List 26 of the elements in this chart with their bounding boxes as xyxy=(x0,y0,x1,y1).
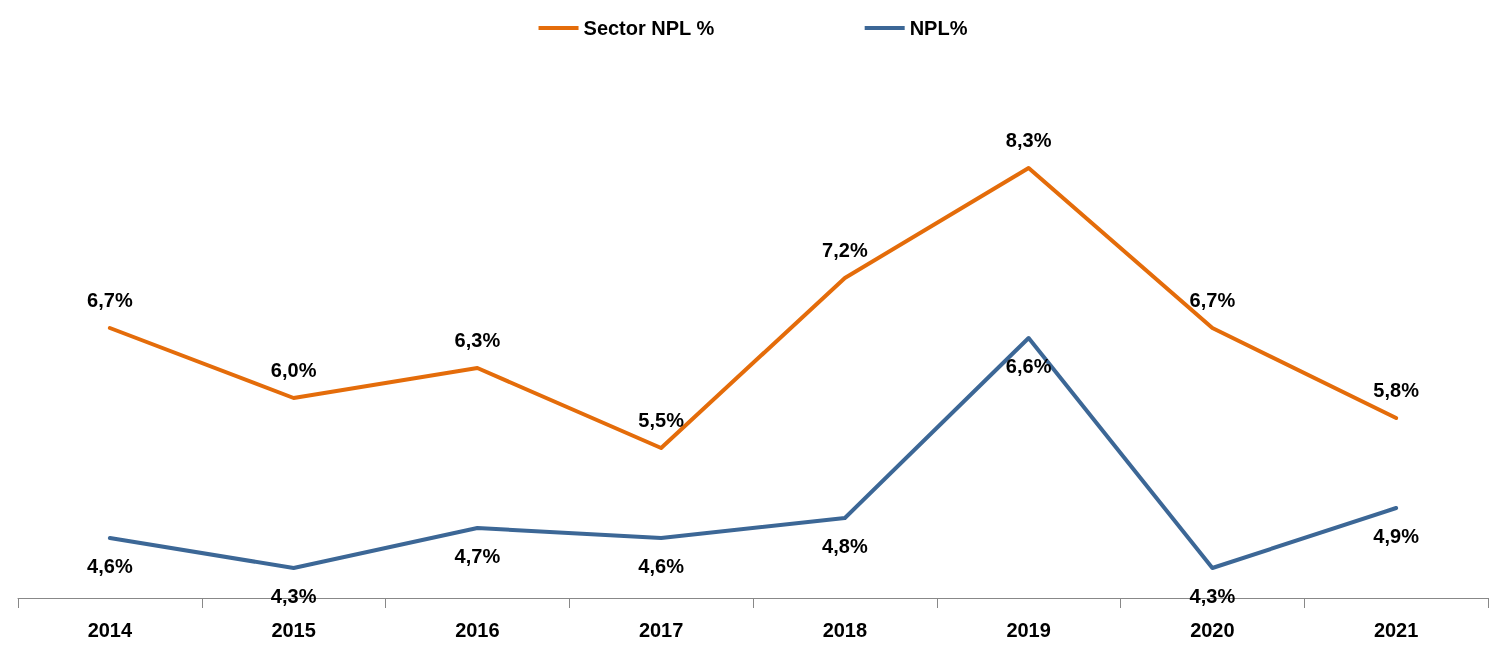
x-tick-label: 2014 xyxy=(87,619,133,641)
data-label: 4,6% xyxy=(87,555,133,577)
data-label: 6,7% xyxy=(87,289,133,311)
x-tick-label: 2019 xyxy=(1006,619,1051,641)
data-label: 5,8% xyxy=(1373,379,1420,401)
data-label: 4,6% xyxy=(638,555,685,577)
legend-label: Sector NPL % xyxy=(583,17,715,39)
data-label: 4,7% xyxy=(454,545,501,567)
legend-label: NPL% xyxy=(909,17,968,39)
data-label: 6,6% xyxy=(1005,355,1052,377)
data-label: 7,2% xyxy=(822,239,868,261)
data-label: 4,3% xyxy=(1189,585,1236,607)
data-label: 6,3% xyxy=(454,329,501,351)
x-tick-label: 2017 xyxy=(638,619,684,641)
data-label: 6,0% xyxy=(270,359,317,381)
data-label: 8,3% xyxy=(1005,129,1052,151)
x-tick-label: 2016 xyxy=(455,619,500,641)
data-label: 4,9% xyxy=(1373,525,1420,547)
x-tick-label: 2015 xyxy=(271,619,316,641)
x-tick-label: 2021 xyxy=(1373,619,1419,641)
x-tick-label: 2018 xyxy=(822,619,868,641)
data-label: 4,8% xyxy=(822,535,868,557)
data-label: 6,7% xyxy=(1189,289,1236,311)
data-label: 4,3% xyxy=(270,585,317,607)
data-label: 5,5% xyxy=(638,409,685,431)
x-tick-label: 2020 xyxy=(1190,619,1235,641)
